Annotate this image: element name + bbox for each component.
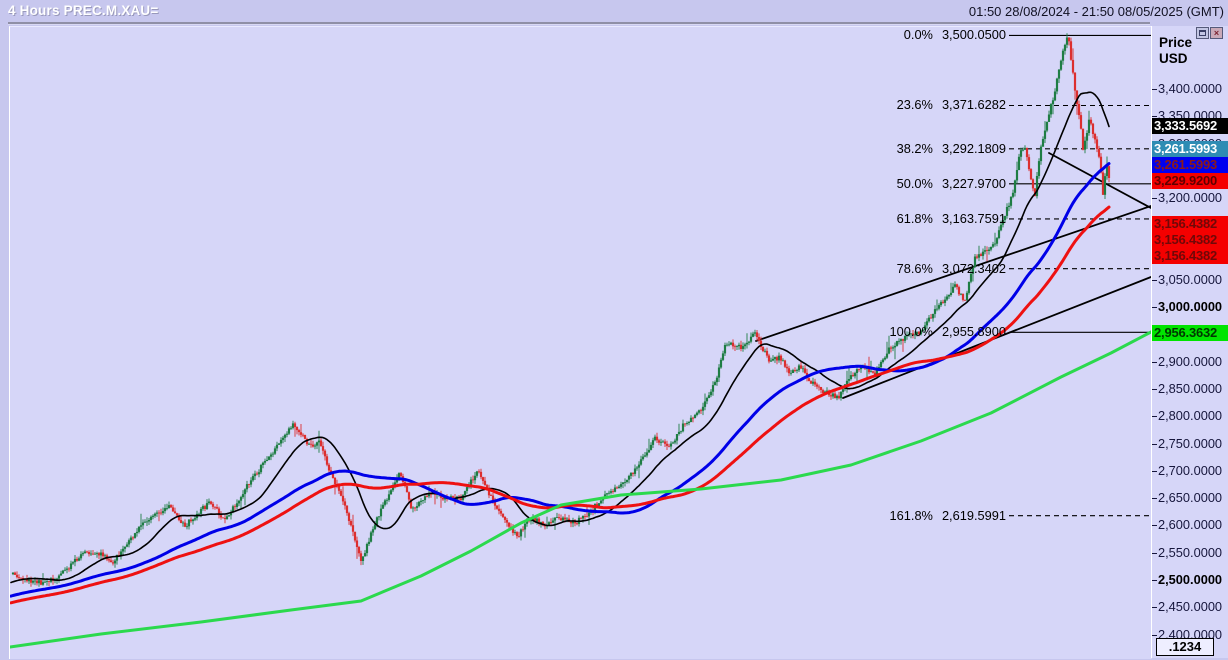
tick-mark [1152,470,1157,473]
fib-label-row: 78.6% 3,072.3402 [897,261,1006,277]
price-axis-panel[interactable]: Price USD 3,400.00003,350.00003,300.0000… [1151,26,1228,658]
price-flag-label: 3,261.5993 [1152,157,1228,173]
chart-date-range: 01:50 28/08/2024 - 21:50 08/05/2025 (GMT… [968,4,1224,19]
tick-label: 2,600.0000 [1158,517,1223,532]
tick-label: 3,000.0000 [1158,299,1223,314]
axis-tick: 2,500.0000 [1152,573,1222,587]
fib-value: 3,292.1809 [941,141,1006,156]
axis-tick: 3,050.0000 [1152,273,1222,287]
axis-tick: 2,900.0000 [1152,355,1222,369]
window-title-bar[interactable]: 4 Hours PREC.M.XAU= 01:50 28/08/2024 - 2… [0,0,1228,25]
axis-title-usd: USD [1159,51,1188,66]
axis-tick: 2,650.0000 [1152,491,1222,505]
fib-percent: 161.8% [889,508,933,523]
tick-label: 2,450.0000 [1158,599,1223,614]
price-flag-label: 3,156.4382 [1152,216,1228,232]
tick-mark [1152,524,1157,527]
ma-blue-line [10,162,1111,598]
price-flag-label: 3,229.9200 [1152,173,1228,189]
fib-percent: 61.8% [896,211,933,226]
title-divider [8,22,1150,25]
axis-tick: 2,700.0000 [1152,464,1222,478]
tick-label: 2,500.0000 [1158,572,1223,587]
fib-percent: 78.6% [896,261,933,276]
candle-bodies-layer [11,37,1111,585]
fib-label-row: 38.2% 3,292.1809 [897,141,1006,157]
price-flag-label: 3,156.4382 [1152,232,1228,248]
tick-label: 2,850.0000 [1158,381,1223,396]
tick-label: 2,800.0000 [1158,408,1223,423]
fib-percent: 23.6% [896,97,933,112]
restore-window-icon[interactable] [1196,27,1209,39]
tick-mark [1152,552,1157,555]
tick-label: 2,750.0000 [1158,436,1223,451]
tick-mark [1152,415,1157,418]
precision-label: .1234 [1156,638,1214,656]
resistance-descending-trendline [1048,152,1152,209]
price-flag-label: 2,956.3632 [1152,325,1228,341]
tick-mark [1152,497,1157,500]
tick-label: 2,550.0000 [1158,545,1223,560]
fib-label-row: 61.8% 3,163.7591 [897,211,1006,227]
fib-value: 2,619.5991 [941,508,1006,523]
tick-mark [1152,197,1157,200]
fib-value: 3,500.0500 [941,27,1006,42]
tick-label: 2,700.0000 [1158,463,1223,478]
tick-mark [1152,443,1157,446]
window-buttons: × [1196,27,1223,39]
fib-percent: 100.0% [889,324,933,339]
price-flag-label: 3,333.5692 [1152,118,1228,134]
fib-percent: 50.0% [896,176,933,191]
axis-title-price: Price [1159,35,1193,50]
chart-canvas[interactable] [10,27,1152,659]
axis-tick: 3,200.0000 [1152,191,1222,205]
close-icon[interactable]: × [1210,27,1223,39]
axis-tick: 3,000.0000 [1152,300,1222,314]
tick-mark [1152,279,1157,282]
axis-tick: 2,600.0000 [1152,518,1222,532]
tick-label: 3,050.0000 [1158,272,1223,287]
fib-value: 3,227.9700 [941,176,1006,191]
chart-plot-area[interactable]: 0.0% 3,500.0500 23.6% 3,371.6282 38.2% 3,292.… [9,26,1152,659]
chart-title: 4 Hours PREC.M.XAU= [8,3,159,18]
tick-label: 3,200.0000 [1158,190,1223,205]
fib-label-row: 50.0% 3,227.9700 [897,176,1006,192]
fib-label-row: 161.8% 2,619.5991 [890,508,1006,524]
axis-tick: 2,850.0000 [1152,382,1222,396]
fib-value: 3,072.3402 [941,261,1006,276]
price-flag-label: 3,261.5993 [1152,141,1228,157]
axis-tick: 3,400.0000 [1152,82,1222,96]
tick-mark [1152,115,1157,118]
fib-label-row: 23.6% 3,371.6282 [897,97,1006,113]
restore-glyph [1199,30,1206,36]
fib-label-row: 100.0% 2,955.8900 [890,324,1006,340]
fib-value: 3,371.6282 [941,97,1006,112]
fib-value: 2,955.8900 [941,324,1006,339]
tick-mark [1152,361,1157,364]
fib-percent: 0.0% [903,27,933,42]
ma-green-line [10,330,1152,649]
tick-mark [1152,388,1157,391]
fib-label-row: 0.0% 3,500.0500 [904,27,1006,43]
axis-tick: 2,800.0000 [1152,409,1222,423]
tick-label: 3,400.0000 [1158,81,1223,96]
fib-percent: 38.2% [896,141,933,156]
tick-label: 2,900.0000 [1158,354,1223,369]
axis-tick: 2,550.0000 [1152,546,1222,560]
tick-mark [1152,579,1157,582]
axis-tick: 2,750.0000 [1152,437,1222,451]
ma-black-line [10,91,1110,584]
tick-mark [1152,606,1157,609]
tick-mark [1152,634,1157,637]
tick-label: 2,650.0000 [1158,490,1223,505]
fibonacci-lines-layer [1009,34,1151,517]
tick-mark [1152,306,1157,309]
tick-mark [1152,88,1157,91]
axis-tick: 2,450.0000 [1152,600,1222,614]
axis-title: Price USD [1159,35,1192,67]
fib-value: 3,163.7591 [941,211,1006,226]
price-flag-label: 3,156.4382 [1152,248,1228,264]
